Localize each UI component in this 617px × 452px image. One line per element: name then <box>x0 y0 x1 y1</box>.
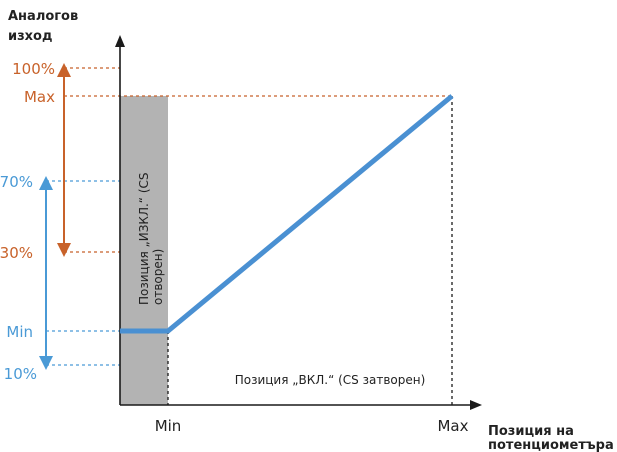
y-tick-10pct: 10% <box>4 365 37 383</box>
y-tick-100pct: 100% <box>12 60 55 78</box>
x-tick-max: Max <box>437 417 468 435</box>
x-axis-title: Позиция на потенциометъра <box>488 424 614 452</box>
off-region-label: Позиция „ИЗКЛ.“ (CS отворен) <box>137 169 165 305</box>
y-axis-title-line1: Аналогов <box>8 9 78 24</box>
off-region-label-line2: отворен) <box>151 249 165 305</box>
output-characteristic-line <box>120 94 454 334</box>
y-tick-max: Max <box>24 88 55 106</box>
y-axis-title: Аналогов изход <box>8 9 83 44</box>
y-tick-min: Min <box>6 323 33 341</box>
on-region-label: Позиция „ВКЛ.“ (CS затворен) <box>235 373 426 387</box>
y-axis-title-line2: изход <box>8 29 52 44</box>
off-region-label-line1: Позиция „ИЗКЛ.“ (CS <box>137 173 151 306</box>
x-axis-title-line2: потенциометъра <box>488 438 614 452</box>
y-axis-arrowhead <box>115 35 125 47</box>
y-tick-30pct: 30% <box>0 244 33 262</box>
x-axis-arrowhead <box>470 400 482 410</box>
y-tick-70pct: 70% <box>0 173 33 191</box>
off-position-region <box>120 96 168 405</box>
x-axis-title-line1: Позиция на <box>488 424 574 439</box>
x-tick-min: Min <box>155 417 182 435</box>
